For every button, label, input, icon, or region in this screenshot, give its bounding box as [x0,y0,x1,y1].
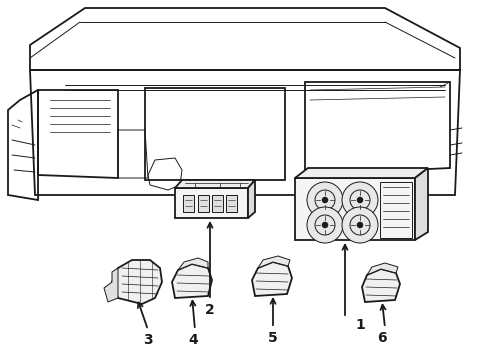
Text: 1: 1 [355,318,365,332]
Circle shape [307,182,343,218]
Polygon shape [362,269,400,302]
Circle shape [357,222,363,228]
Polygon shape [172,264,212,298]
Polygon shape [248,180,255,218]
Circle shape [322,222,328,228]
Polygon shape [226,195,237,212]
Polygon shape [112,260,162,304]
Polygon shape [178,258,208,270]
Circle shape [307,207,343,243]
Polygon shape [104,268,118,302]
Polygon shape [198,195,209,212]
Text: 3: 3 [143,333,153,347]
Text: 6: 6 [377,331,387,345]
Circle shape [357,197,363,203]
Polygon shape [175,180,255,188]
Polygon shape [175,188,248,218]
Circle shape [322,197,328,203]
Polygon shape [252,262,292,296]
Polygon shape [415,168,428,240]
Polygon shape [258,256,290,268]
Polygon shape [295,178,415,240]
Polygon shape [212,195,223,212]
Text: 4: 4 [188,333,198,347]
Text: 2: 2 [205,303,215,317]
Text: 5: 5 [268,331,278,345]
Polygon shape [183,195,194,212]
Polygon shape [367,263,398,275]
Circle shape [342,182,378,218]
Circle shape [342,207,378,243]
Polygon shape [295,168,428,178]
